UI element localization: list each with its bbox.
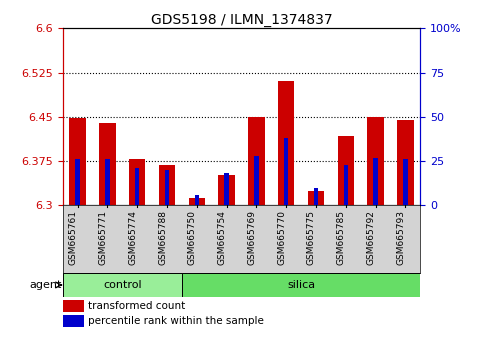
Bar	[248, 117, 265, 205]
Text: GSM665769: GSM665769	[247, 210, 256, 265]
Bar	[338, 136, 354, 205]
Text: GSM665771: GSM665771	[99, 210, 108, 265]
Text: GSM665770: GSM665770	[277, 210, 286, 265]
Text: GSM665792: GSM665792	[367, 210, 376, 265]
Bar	[403, 159, 408, 205]
Bar	[165, 170, 169, 205]
Bar	[189, 198, 205, 205]
Bar	[218, 175, 235, 205]
Bar	[195, 195, 199, 205]
Text: GSM665775: GSM665775	[307, 210, 316, 265]
Title: GDS5198 / ILMN_1374837: GDS5198 / ILMN_1374837	[151, 13, 332, 27]
Bar	[308, 190, 324, 205]
Text: agent: agent	[29, 280, 61, 290]
Bar	[105, 159, 110, 205]
Text: control: control	[103, 280, 142, 290]
Text: GSM665754: GSM665754	[218, 210, 227, 265]
Bar	[182, 273, 420, 297]
Bar	[129, 159, 145, 205]
Text: silica: silica	[287, 280, 315, 290]
Bar	[63, 273, 182, 297]
Text: GSM665788: GSM665788	[158, 210, 167, 265]
Bar	[99, 123, 115, 205]
Bar	[135, 168, 140, 205]
Bar	[63, 315, 84, 327]
Bar	[397, 120, 413, 205]
Text: GSM665750: GSM665750	[188, 210, 197, 265]
Text: percentile rank within the sample: percentile rank within the sample	[88, 316, 264, 326]
Bar	[225, 173, 229, 205]
Bar	[75, 159, 80, 205]
Text: GSM665761: GSM665761	[69, 210, 78, 265]
Bar	[373, 158, 378, 205]
Text: GSM665774: GSM665774	[128, 210, 137, 265]
Bar	[63, 299, 84, 312]
Bar	[368, 117, 384, 205]
Bar	[159, 165, 175, 205]
Bar	[284, 138, 288, 205]
Bar	[70, 118, 86, 205]
Bar	[278, 81, 294, 205]
Bar	[254, 156, 258, 205]
Text: GSM665785: GSM665785	[337, 210, 346, 265]
Text: GSM665793: GSM665793	[397, 210, 405, 265]
Bar	[314, 188, 318, 205]
Bar	[343, 165, 348, 205]
Text: transformed count: transformed count	[88, 301, 185, 311]
